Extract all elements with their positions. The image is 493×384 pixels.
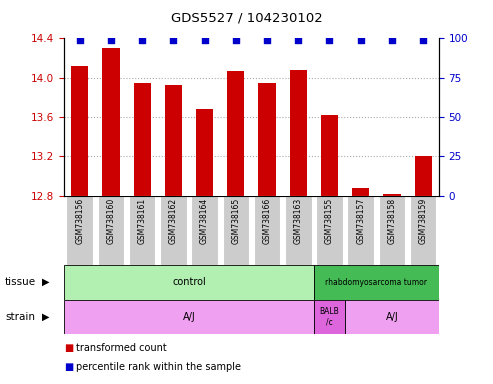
Bar	[352, 188, 369, 196]
Text: ■: ■	[64, 362, 73, 372]
FancyBboxPatch shape	[285, 196, 312, 265]
Point	[170, 37, 177, 43]
Bar	[71, 66, 88, 196]
Bar	[165, 84, 182, 196]
Bar	[196, 109, 213, 196]
Point	[201, 37, 209, 43]
Bar	[227, 71, 245, 196]
Text: A/J: A/J	[386, 312, 398, 322]
FancyBboxPatch shape	[379, 196, 405, 265]
Text: GSM738165: GSM738165	[231, 198, 240, 244]
Bar	[290, 70, 307, 196]
FancyBboxPatch shape	[64, 300, 314, 334]
FancyBboxPatch shape	[345, 300, 439, 334]
Text: GSM738156: GSM738156	[75, 198, 84, 244]
FancyBboxPatch shape	[314, 300, 345, 334]
Text: A/J: A/J	[182, 312, 195, 322]
Bar	[258, 83, 276, 196]
Text: GDS5527 / 104230102: GDS5527 / 104230102	[171, 12, 322, 25]
Point	[232, 37, 240, 43]
Text: tissue: tissue	[5, 277, 36, 287]
FancyBboxPatch shape	[64, 265, 314, 300]
FancyBboxPatch shape	[160, 196, 187, 265]
Point	[419, 37, 427, 43]
Text: ▶: ▶	[42, 312, 49, 322]
Text: rhabdomyosarcoma tumor: rhabdomyosarcoma tumor	[325, 278, 427, 287]
Bar	[384, 194, 400, 196]
Bar	[103, 48, 119, 196]
Text: control: control	[172, 277, 206, 287]
Bar	[134, 83, 151, 196]
Point	[388, 37, 396, 43]
Point	[357, 37, 365, 43]
Text: GSM738166: GSM738166	[263, 198, 272, 244]
Bar	[321, 115, 338, 196]
Text: BALB
/c: BALB /c	[319, 307, 339, 326]
Text: percentile rank within the sample: percentile rank within the sample	[76, 362, 242, 372]
Text: ▶: ▶	[42, 277, 49, 287]
FancyBboxPatch shape	[129, 196, 155, 265]
Text: GSM738160: GSM738160	[106, 198, 115, 244]
Text: GSM738162: GSM738162	[169, 198, 178, 244]
Text: GSM738164: GSM738164	[200, 198, 209, 244]
FancyBboxPatch shape	[67, 196, 93, 265]
Point	[263, 37, 271, 43]
Point	[76, 37, 84, 43]
FancyBboxPatch shape	[410, 196, 436, 265]
Text: GSM738157: GSM738157	[356, 198, 365, 244]
FancyBboxPatch shape	[254, 196, 281, 265]
Point	[138, 37, 146, 43]
FancyBboxPatch shape	[191, 196, 218, 265]
Text: strain: strain	[5, 312, 35, 322]
FancyBboxPatch shape	[98, 196, 124, 265]
Text: GSM738158: GSM738158	[387, 198, 396, 244]
Text: GSM738161: GSM738161	[138, 198, 146, 244]
Point	[325, 37, 333, 43]
Text: ■: ■	[64, 343, 73, 353]
Text: transformed count: transformed count	[76, 343, 167, 353]
Text: GSM738159: GSM738159	[419, 198, 427, 244]
Point	[294, 37, 302, 43]
FancyBboxPatch shape	[314, 265, 439, 300]
FancyBboxPatch shape	[222, 196, 249, 265]
Point	[107, 37, 115, 43]
Text: GSM738163: GSM738163	[294, 198, 303, 244]
Text: GSM738155: GSM738155	[325, 198, 334, 244]
Bar	[415, 157, 432, 196]
FancyBboxPatch shape	[316, 196, 343, 265]
FancyBboxPatch shape	[348, 196, 374, 265]
